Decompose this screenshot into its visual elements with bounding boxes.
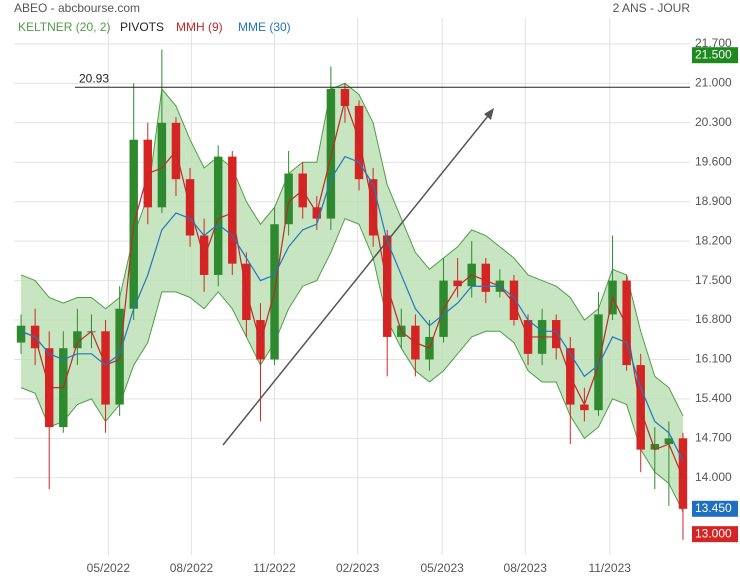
y-tick-label: 21.700 (695, 36, 732, 50)
indicator-line (20, 155, 684, 462)
legend-entry: PIVOTS (120, 20, 164, 34)
x-tick-label: 05/2023 (420, 561, 464, 575)
candle-body (481, 263, 491, 292)
plot (16, 49, 688, 540)
candle-body (157, 122, 167, 208)
x-tick-label: 11/2022 (253, 561, 296, 575)
legend-entry: KELTNER (20, 2) (18, 20, 110, 34)
legend-entry: MME (30) (238, 20, 291, 34)
x-tick-label: 11/2023 (588, 561, 631, 575)
candle-body (340, 88, 350, 106)
candle-body (228, 156, 237, 264)
candle-body (101, 331, 110, 405)
candle-body (551, 320, 561, 349)
arrow-head (484, 108, 494, 120)
chart-subtitle: 2 ANS - JOUR (613, 1, 691, 15)
y-tick-label: 15.400 (695, 391, 732, 405)
price-marker-label: 21.500 (695, 47, 732, 61)
candle-body (199, 235, 209, 275)
candle-body (509, 280, 519, 321)
candle-body (678, 438, 688, 509)
trend-arrow (222, 115, 489, 446)
y-tick-label: 18.200 (695, 233, 732, 247)
candle-body (16, 325, 26, 343)
price-marker (692, 47, 738, 64)
candle-body (580, 404, 589, 411)
y-tick-label: 21.000 (695, 76, 732, 90)
y-tick-label: 14.700 (695, 431, 732, 445)
x-tick-label: 02/2023 (336, 561, 380, 575)
price-marker (692, 500, 738, 517)
y-tick-label: 16.800 (695, 312, 732, 326)
y-tick-label: 20.300 (695, 115, 732, 129)
y-tick-label: 16.100 (695, 352, 732, 366)
candle-body (622, 280, 631, 366)
x-tick-label: 08/2023 (504, 561, 548, 575)
chart-title: ABEO - abcbourse.com (14, 1, 140, 15)
y-tick-label: 14.000 (695, 470, 732, 484)
price-marker-label: 13.000 (695, 526, 732, 540)
pivot-label: 20.93 (79, 71, 109, 85)
x-tick-label: 05/2022 (87, 561, 131, 575)
y-tick-label: 19.600 (695, 154, 732, 168)
price-marker-label: 13.450 (695, 501, 732, 515)
keltner-fill (21, 83, 683, 512)
candle-body (284, 173, 293, 225)
price-marker (692, 526, 738, 543)
candle-body (664, 438, 674, 444)
y-tick-label: 17.500 (695, 273, 732, 287)
x-tick-label: 08/2022 (170, 561, 214, 575)
candle-body (73, 331, 82, 349)
legend-entry: MMH (9) (176, 20, 223, 34)
candle-body (256, 320, 265, 360)
candle-body (650, 443, 660, 450)
candle-body (453, 280, 462, 287)
candle-body (326, 88, 336, 219)
candle-body (213, 156, 223, 275)
indicator-line (20, 98, 684, 479)
keltner-lower (20, 217, 684, 512)
y-tick-label: 18.900 (695, 194, 732, 208)
